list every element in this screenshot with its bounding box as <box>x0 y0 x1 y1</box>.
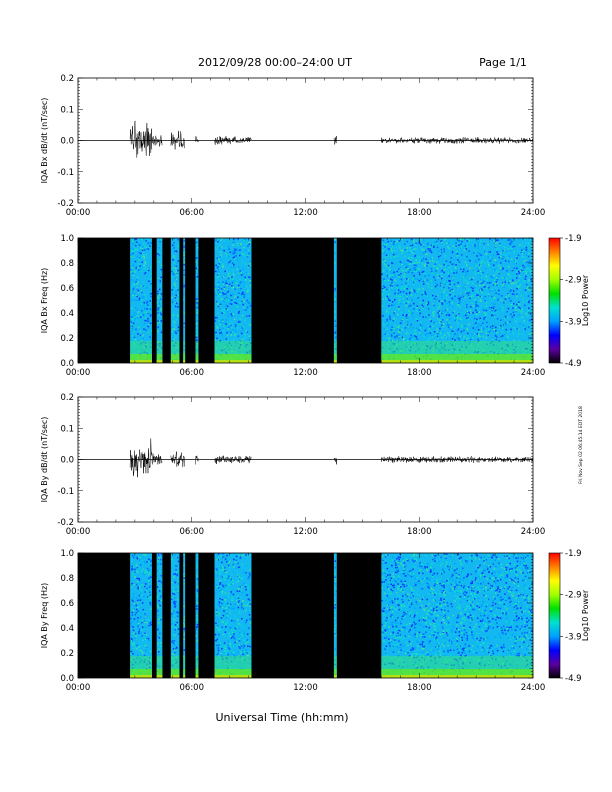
waveform-segment <box>381 136 534 144</box>
x-tick-label: 00:00 <box>66 683 91 693</box>
waveform-segment <box>170 451 186 468</box>
y-tick-label: 0.1 <box>60 424 74 434</box>
y-tick-label: 0.8 <box>60 259 74 269</box>
y-tick-label: 0.4 <box>60 624 74 634</box>
waveform-segment <box>195 136 199 143</box>
header-date-range: 2012/09/28 00:00–24:00 UT <box>198 56 352 69</box>
x-tick-label: 12:00 <box>293 208 318 218</box>
spectrogram-segment <box>183 238 186 363</box>
colorbar-tick-label: -1.9 <box>565 234 582 244</box>
colorbar: -1.9 -2.9 -3.9 -4.9 Log10 Power <box>548 234 590 369</box>
x-tick-label: 18:00 <box>407 208 432 218</box>
spectrogram-segment <box>156 238 163 363</box>
y-tick-label: -0.1 <box>57 168 74 178</box>
y-axis-label: IQA By dB/dt (nT/sec) <box>40 417 49 503</box>
y-tick-label: 0.0 <box>60 137 74 147</box>
spectrogram-segment <box>381 238 533 363</box>
spectrogram-segment <box>156 553 163 678</box>
waveform-segment <box>195 455 199 465</box>
colorbar-tick-label: -3.9 <box>565 632 582 642</box>
panel-1: 00:00 06:00 12:00 18:00 24:00 0.2 0.1 0.0 -0.1 -0… <box>40 74 545 218</box>
y-tick-label: 0.2 <box>60 334 74 344</box>
spectrogram-segment <box>195 553 199 678</box>
spectrogram-segment <box>195 238 199 363</box>
x-tick-label: 06:00 <box>180 208 205 218</box>
y-axis-label: IQA Bx dB/dt (nT/sec) <box>40 98 49 184</box>
colorbar-label: Log10 Power <box>581 274 590 326</box>
spectrogram-segment <box>333 238 337 363</box>
x-tick-label: 18:00 <box>407 527 432 537</box>
x-tick-label: 24:00 <box>521 527 546 537</box>
waveform-segment <box>333 136 337 145</box>
waveform-segment <box>151 135 163 147</box>
colorbar-tick-label: -4.9 <box>565 359 582 369</box>
x-tick-label: 24:00 <box>521 368 546 378</box>
colorbar-tick-label: -1.9 <box>565 549 582 559</box>
spectrogram-segment <box>381 553 533 678</box>
y-tick-label: -0.2 <box>57 199 74 209</box>
x-tick-label: 12:00 <box>293 527 318 537</box>
panel-4: 00:00 06:00 12:00 18:00 24:00 1.0 0.8 0.6 0.4 0.2… <box>40 549 545 693</box>
y-tick-label: 0.6 <box>60 284 74 294</box>
x-tick-label: 06:00 <box>180 683 205 693</box>
y-tick-label: 0.2 <box>60 393 74 403</box>
y-tick-label: 0.6 <box>60 599 74 609</box>
waveform-segment <box>214 135 252 145</box>
spectrogram-segment <box>130 238 152 363</box>
x-tick-label: 24:00 <box>521 208 546 218</box>
y-tick-label: 0.0 <box>60 674 74 684</box>
x-tick-label: 00:00 <box>66 208 91 218</box>
header-page: Page 1/1 <box>479 56 527 69</box>
x-tick-label: 18:00 <box>407 683 432 693</box>
y-tick-label: 0.0 <box>60 456 74 466</box>
x-tick-label: 12:00 <box>293 683 318 693</box>
colorbar: -1.9 -2.9 -3.9 -4.9 Log10 Power <box>548 549 590 684</box>
spectrogram-segment <box>170 553 180 678</box>
panel-2: 00:00 06:00 12:00 18:00 24:00 1.0 0.8 0.6 0.4 0.2… <box>40 234 545 378</box>
colorbar-label: Log10 Power <box>581 589 590 641</box>
spectrogram-segment <box>170 238 180 363</box>
y-tick-label: 0.2 <box>60 74 74 84</box>
waveform-segment <box>214 455 252 465</box>
x-tick-label: 00:00 <box>66 368 91 378</box>
spectrogram-segment <box>333 553 337 678</box>
x-tick-label: 18:00 <box>407 368 432 378</box>
x-tick-label: 24:00 <box>521 683 546 693</box>
y-tick-label: 0.2 <box>60 649 74 659</box>
y-tick-label: 0.1 <box>60 105 74 115</box>
panel-3: 00:00 06:00 12:00 18:00 24:00 0.2 0.1 0.0 -0.1 -0… <box>40 393 545 537</box>
x-tick-label: 06:00 <box>180 368 205 378</box>
x-axis-title: Universal Time (hh:mm) <box>216 711 349 724</box>
spectrogram-segment <box>183 553 186 678</box>
waveform-segment <box>170 130 186 150</box>
y-tick-label: 0.4 <box>60 309 74 319</box>
x-tick-label: 06:00 <box>180 527 205 537</box>
y-axis-label: IQA By Freq (Hz) <box>40 583 49 649</box>
waveform-segment <box>151 453 163 465</box>
colorbar-tick-label: -2.9 <box>565 276 582 286</box>
y-tick-label: -0.1 <box>57 487 74 497</box>
y-tick-label: 0.0 <box>60 359 74 369</box>
colorbar-tick-label: -4.9 <box>565 674 582 684</box>
y-tick-label: 1.0 <box>60 234 74 244</box>
side-note: Fri Nov Sep 02 06:45:14 EDT 2018 <box>578 406 584 484</box>
waveform-segment <box>129 120 153 158</box>
waveform-segment <box>129 438 153 478</box>
y-tick-label: 0.8 <box>60 574 74 584</box>
spectrogram-segment <box>130 553 152 678</box>
y-tick-label: 1.0 <box>60 549 74 559</box>
waveform-segment <box>381 456 534 463</box>
spectrogram-segment <box>214 238 252 363</box>
colorbar-tick-label: -2.9 <box>565 591 582 601</box>
y-tick-label: -0.2 <box>57 518 74 528</box>
y-axis-label: IQA Bx Freq (Hz) <box>40 268 49 334</box>
spectrogram-segment <box>214 553 252 678</box>
colorbar-tick-label: -3.9 <box>565 317 582 327</box>
x-tick-label: 00:00 <box>66 527 91 537</box>
waveform-segment <box>333 457 337 465</box>
x-tick-label: 12:00 <box>293 368 318 378</box>
